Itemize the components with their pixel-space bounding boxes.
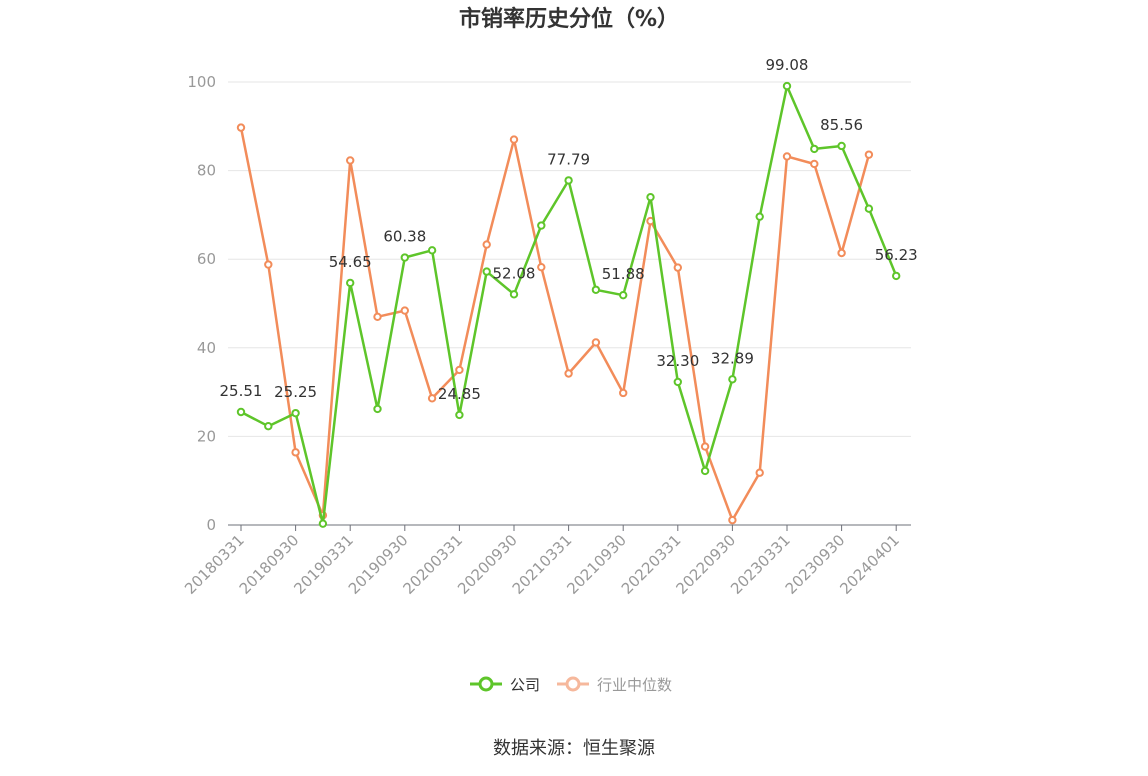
- data-point[interactable]: [591, 338, 601, 347]
- data-point[interactable]: [346, 278, 355, 288]
- data-label: 51.88: [602, 265, 645, 283]
- data-point[interactable]: [427, 394, 437, 403]
- data-point[interactable]: [892, 271, 901, 281]
- series-line: [239, 127, 871, 522]
- data-point[interactable]: [673, 263, 682, 272]
- data-label: 99.08: [766, 56, 809, 74]
- data-point[interactable]: [236, 123, 246, 132]
- x-tick-label: 20240401: [836, 531, 903, 598]
- data-source: 数据来源：恒生聚源: [493, 738, 655, 759]
- data-point[interactable]: [455, 365, 464, 375]
- data-point[interactable]: [482, 240, 491, 249]
- data-point[interactable]: [619, 388, 628, 398]
- data-point[interactable]: [482, 267, 491, 276]
- data-labels: 25.51 25.25 54.65 60.38 24.85 52.08 77.79 51.88…: [220, 56, 918, 403]
- data-point[interactable]: [619, 290, 628, 300]
- data-point[interactable]: [400, 306, 409, 315]
- data-label: 60.38: [383, 228, 426, 246]
- data-label: 24.85: [438, 385, 481, 403]
- data-label: 25.25: [274, 383, 317, 401]
- series-industry: [236, 123, 874, 525]
- data-point[interactable]: [782, 152, 792, 161]
- data-point[interactable]: [509, 135, 519, 144]
- data-label: 32.89: [711, 349, 754, 367]
- data-point[interactable]: [291, 408, 300, 418]
- legend-company-marker: [478, 676, 494, 692]
- legend: 公司 行业中位数: [470, 676, 672, 694]
- x-axis: 2018033120180930201903312019093020200331…: [181, 524, 911, 598]
- data-point[interactable]: [318, 519, 328, 528]
- y-tick-label: 60: [197, 250, 216, 268]
- data-point[interactable]: [291, 448, 300, 457]
- y-tick-label: 40: [197, 339, 216, 357]
- data-point[interactable]: [591, 285, 601, 294]
- legend-industry-label: 行业中位数: [597, 676, 672, 694]
- data-point[interactable]: [236, 407, 246, 417]
- data-point[interactable]: [755, 212, 764, 221]
- data-point[interactable]: [810, 144, 819, 154]
- data-point[interactable]: [782, 81, 792, 91]
- data-label: 54.65: [329, 253, 372, 271]
- chart-title: 市销率历史分位（%）: [459, 6, 679, 32]
- data-point[interactable]: [728, 515, 737, 525]
- data-label: 52.08: [493, 264, 536, 282]
- data-point[interactable]: [728, 375, 737, 384]
- legend-item-company[interactable]: 公司: [470, 676, 540, 694]
- y-axis: 0 20 40 60 80 100: [187, 73, 216, 534]
- data-point[interactable]: [810, 159, 819, 169]
- series-layer: [236, 81, 901, 528]
- data-label: 25.51: [220, 382, 263, 400]
- data-point[interactable]: [373, 312, 382, 321]
- data-label: 77.79: [547, 150, 590, 168]
- y-tick-label: 80: [197, 162, 216, 180]
- data-point[interactable]: [755, 468, 764, 477]
- series-company: [236, 81, 901, 528]
- data-point[interactable]: [537, 262, 546, 272]
- y-tick-label: 20: [197, 427, 216, 445]
- data-label: 32.30: [656, 352, 699, 370]
- data-point[interactable]: [427, 246, 437, 255]
- data-point[interactable]: [509, 290, 519, 299]
- legend-company-label: 公司: [510, 676, 540, 694]
- data-point[interactable]: [837, 248, 846, 258]
- data-point[interactable]: [537, 221, 546, 230]
- data-point[interactable]: [837, 141, 846, 151]
- data-point[interactable]: [564, 176, 573, 185]
- y-tick-label: 100: [187, 73, 216, 91]
- data-label: 56.23: [875, 246, 918, 264]
- y-tick-label: 0: [206, 516, 216, 534]
- data-point[interactable]: [700, 466, 710, 476]
- data-point[interactable]: [400, 253, 409, 262]
- data-point[interactable]: [373, 404, 382, 414]
- data-point[interactable]: [455, 410, 464, 420]
- data-point[interactable]: [346, 156, 355, 165]
- data-point[interactable]: [700, 442, 710, 451]
- data-point[interactable]: [673, 377, 682, 387]
- data-point[interactable]: [564, 369, 573, 378]
- data-point[interactable]: [264, 260, 273, 269]
- legend-industry-marker: [565, 676, 581, 692]
- data-label: 85.56: [820, 116, 863, 134]
- data-point[interactable]: [264, 422, 273, 431]
- data-point[interactable]: [864, 150, 874, 159]
- data-point[interactable]: [646, 192, 655, 202]
- data-point[interactable]: [864, 204, 874, 213]
- legend-item-industry[interactable]: 行业中位数: [557, 676, 672, 694]
